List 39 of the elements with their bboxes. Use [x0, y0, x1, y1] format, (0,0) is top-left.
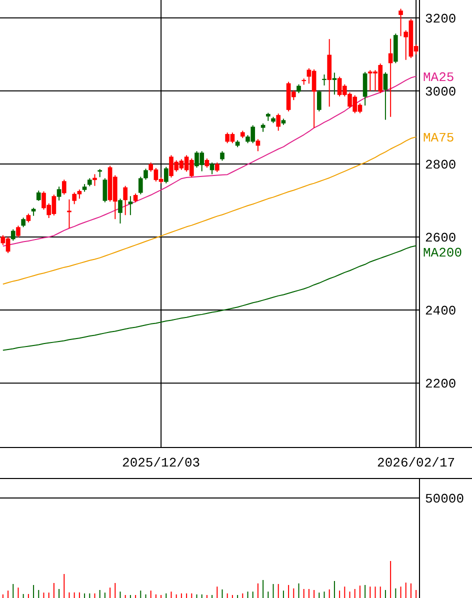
series-label: MA75 [423, 130, 454, 146]
candlestick [362, 71, 368, 106]
candlestick [118, 198, 122, 224]
candlestick [256, 138, 260, 152]
y-tick-label: 50000 [425, 492, 464, 507]
x-tick-label: 2025/12/03 [122, 456, 200, 470]
y-tick-label: 2800 [425, 158, 456, 173]
candlestick [21, 217, 26, 228]
y-tick-label: 2600 [425, 230, 456, 246]
candlestick [332, 72, 337, 96]
candlestick [36, 190, 41, 202]
candlestick [383, 72, 388, 120]
candlestick [128, 196, 133, 216]
candlestick [220, 150, 224, 162]
candlestick [67, 198, 72, 229]
candlestick [138, 176, 143, 195]
candlestick [398, 8, 403, 37]
line-series [2, 136, 417, 285]
candlestick [214, 162, 220, 173]
candlestick [316, 90, 322, 112]
candlestick [144, 168, 148, 180]
candlestick [123, 185, 128, 216]
y-tick-label: 2200 [425, 376, 456, 392]
candlestick [276, 113, 281, 132]
candlestick [92, 174, 97, 186]
y-tick-label: 3200 [425, 11, 456, 26]
y-tick-label: 2400 [425, 304, 456, 319]
candlestick [164, 166, 168, 184]
y-tick-label: 3000 [425, 84, 456, 100]
candlestick [16, 225, 20, 238]
candlestick [322, 74, 326, 86]
series-label: MA200 [423, 245, 462, 260]
x-tick-label: 2026/02/17 [377, 456, 456, 470]
candlestick [10, 228, 16, 242]
series-label: MA25 [423, 70, 454, 85]
candlestick [62, 179, 66, 196]
candlestick [56, 186, 62, 201]
line-series [2, 245, 417, 351]
candlestick [102, 178, 108, 203]
